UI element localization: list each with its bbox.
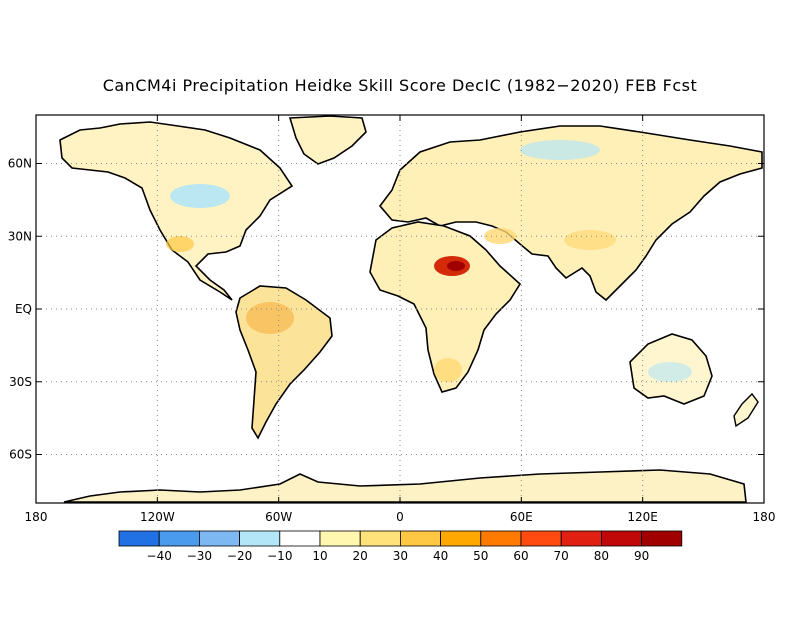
colorbar-label: −10: [267, 549, 292, 563]
longitude-labels: 180 120W 60W 0 60E 120E 180: [25, 115, 776, 524]
colorbar-swatch: [158, 530, 200, 547]
lat-tick-label: EQ: [15, 302, 32, 316]
eurasia-land: [378, 125, 763, 302]
latitude-labels: 60N 30N EQ 30S 60S: [8, 157, 764, 462]
colorbar-swatch: [399, 530, 441, 547]
skill-patch-usa-south: [166, 236, 194, 252]
colorbar-label: −20: [227, 549, 252, 563]
greenland-land: [288, 115, 367, 165]
skill-patch-sahel-core: [447, 261, 465, 271]
colorbar-label: 30: [393, 549, 408, 563]
lon-tick-label: 120E: [627, 510, 658, 524]
skill-patch-australia-negative: [648, 362, 692, 382]
lat-tick-label: 60S: [9, 448, 32, 462]
colorbar-label: 40: [433, 549, 448, 563]
colorbar-label: −40: [147, 549, 172, 563]
colorbar-label: 10: [312, 549, 327, 563]
colorbar-label: −30: [187, 549, 212, 563]
lon-tick-label: 180: [753, 510, 776, 524]
colorbar: −40 −30 −20 −10 10 20 30 40 50 60 70 80 90: [118, 530, 683, 563]
skill-patch-siberia-negative: [520, 140, 600, 160]
land-fill-layer: [59, 115, 763, 503]
colorbar-label: 60: [513, 549, 528, 563]
africa-land: [369, 221, 522, 393]
colorbar-swatch: [198, 530, 240, 547]
colorbar-label: 80: [594, 549, 609, 563]
colorbar-swatch: [440, 530, 482, 547]
skill-patch-canada-negative: [170, 184, 230, 208]
lon-tick-label: 0: [396, 510, 404, 524]
lon-tick-label: 60E: [510, 510, 533, 524]
colorbar-swatch: [319, 530, 361, 547]
lat-tick-label: 30N: [8, 229, 32, 243]
colorbar-label: 20: [353, 549, 368, 563]
lon-tick-label: 120W: [140, 510, 175, 524]
skill-patch-southern-africa: [434, 358, 462, 382]
colorbar-label: 50: [473, 549, 488, 563]
antarctica-land: [63, 469, 747, 503]
lon-tick-label: 60W: [265, 510, 292, 524]
map-title: CanCM4i Precipitation Heidke Skill Score…: [102, 76, 698, 95]
colorbar-label: 90: [634, 549, 649, 563]
skill-patch-china: [564, 230, 616, 250]
colorbar-swatch: [480, 530, 522, 547]
lat-tick-label: 60N: [8, 157, 32, 171]
lat-tick-label: 30S: [9, 375, 32, 389]
colorbar-swatch: [239, 530, 281, 547]
new-zealand-land: [733, 392, 759, 428]
colorbar-swatch: [601, 530, 643, 547]
skill-patch-arabia: [484, 228, 516, 244]
lon-tick-label: 180: [25, 510, 48, 524]
colorbar-label: 70: [554, 549, 569, 563]
colorbar-swatch: [560, 530, 602, 547]
colorbar-swatch: [641, 530, 683, 547]
north-america-land: [59, 121, 294, 301]
colorbar-swatch: [279, 530, 321, 547]
colorbar-swatch: [359, 530, 401, 547]
skill-patch-amazon: [246, 302, 294, 334]
colorbar-swatch: [520, 530, 562, 547]
colorbar-swatch: [118, 530, 160, 547]
